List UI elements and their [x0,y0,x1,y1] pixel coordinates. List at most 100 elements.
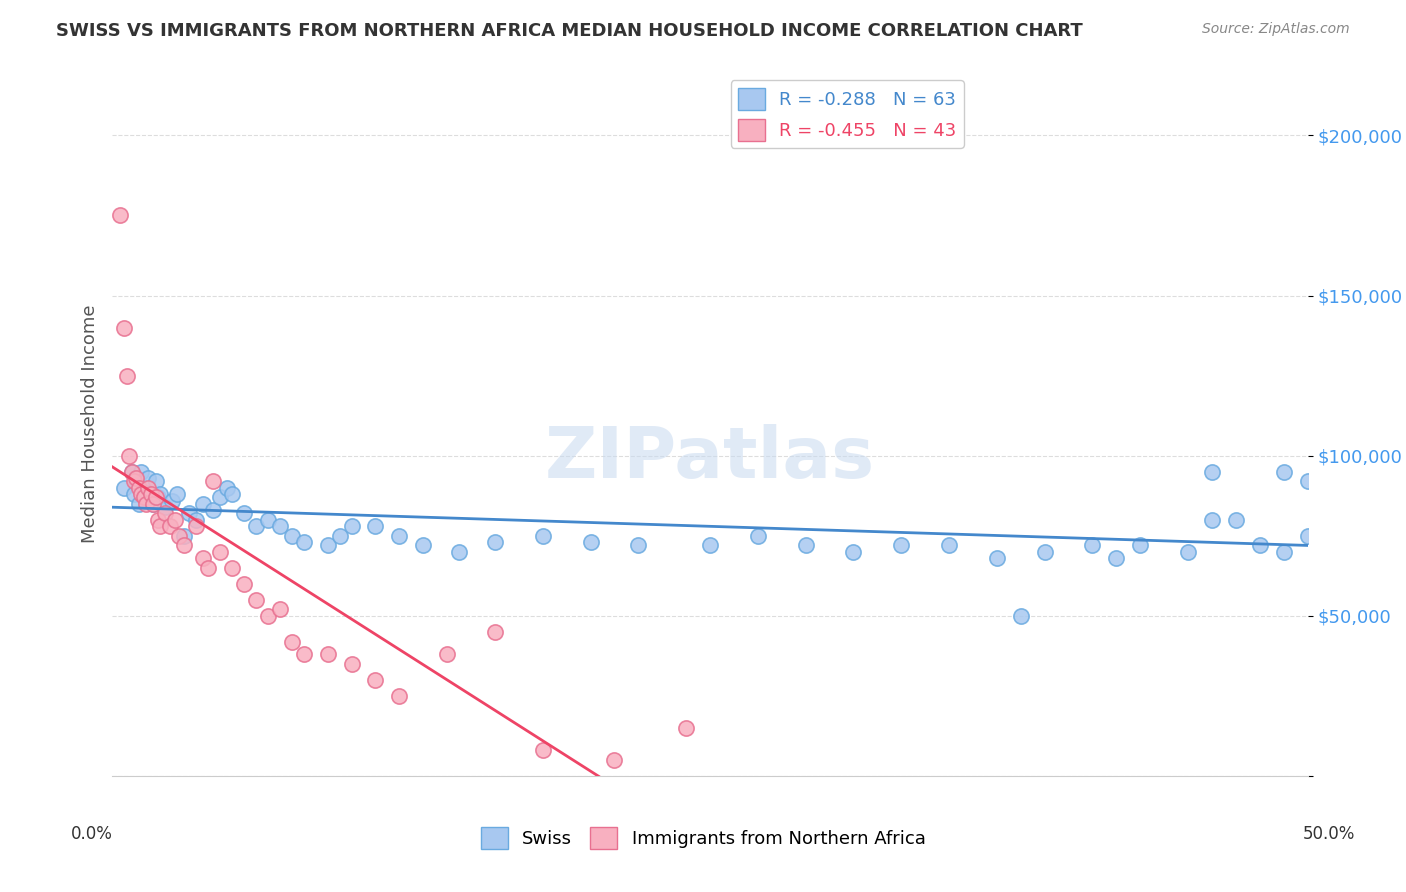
Point [177,507,200,521]
Point [257,513,280,527]
Point [436,648,458,662]
Point [1272,465,1295,479]
Point [173,538,195,552]
Point [340,519,363,533]
Point [292,648,315,662]
Point [579,535,602,549]
Point [316,538,339,552]
Point [108,209,131,223]
Point [257,608,280,623]
Point [531,529,554,543]
Point [125,471,148,485]
Point [699,538,721,552]
Point [364,673,387,687]
Point [842,545,865,559]
Point [1296,529,1319,543]
Legend: Swiss, Immigrants from Northern Africa: Swiss, Immigrants from Northern Africa [474,820,932,856]
Point [986,551,1008,566]
Point [146,491,169,505]
Point [1105,551,1128,566]
Point [162,493,183,508]
Point [329,529,352,543]
Point [135,497,157,511]
Point [197,561,219,575]
Point [388,689,411,703]
Point [1296,475,1319,489]
Point [1201,513,1223,527]
Point [201,503,224,517]
Point [128,497,150,511]
Point [139,487,162,501]
Point [1272,545,1295,559]
Point [233,507,256,521]
Point [209,545,232,559]
Point [149,519,172,533]
Point [114,481,135,495]
Point [1033,545,1056,559]
Point [269,602,291,616]
Point [1249,538,1271,552]
Point [186,513,208,527]
Point [388,529,411,543]
Point [484,624,506,639]
Point [627,538,650,552]
Point [139,487,162,501]
Point [890,538,912,552]
Point [292,535,315,549]
Point [447,545,470,559]
Point [114,320,135,334]
Point [145,491,167,505]
Point [747,529,769,543]
Point [1201,465,1223,479]
Point [484,535,506,549]
Point [115,368,138,383]
Point [122,487,145,501]
Point [340,657,363,671]
Point [1225,513,1247,527]
Point [121,465,143,479]
Point [163,513,186,527]
Point [1010,608,1032,623]
Text: Source: ZipAtlas.com: Source: ZipAtlas.com [1202,22,1350,37]
Point [1177,545,1199,559]
Point [142,497,165,511]
Point [169,529,191,543]
Point [135,491,157,505]
Point [193,551,215,566]
Point [364,519,387,533]
Point [129,465,152,479]
Point [153,507,176,521]
Point [118,449,141,463]
Point [221,561,243,575]
Point [166,487,188,501]
Point [125,475,148,489]
Point [603,753,626,767]
Point [145,475,167,489]
Point [186,519,208,533]
Point [1081,538,1104,552]
Point [173,529,195,543]
Point [217,481,239,495]
Point [128,481,150,495]
Point [245,519,267,533]
Text: ZIPatlas: ZIPatlas [546,425,875,493]
Point [794,538,817,552]
Point [132,491,155,505]
Point [209,491,232,505]
Point [142,497,165,511]
Legend: R = -0.288   N = 63, R = -0.455   N = 43: R = -0.288 N = 63, R = -0.455 N = 43 [731,80,965,148]
Text: 50.0%: 50.0% [1302,825,1355,843]
Point [269,519,291,533]
Point [122,475,145,489]
Point [531,743,554,757]
Text: SWISS VS IMMIGRANTS FROM NORTHERN AFRICA MEDIAN HOUSEHOLD INCOME CORRELATION CHA: SWISS VS IMMIGRANTS FROM NORTHERN AFRICA… [56,22,1083,40]
Point [153,500,176,514]
Text: 0.0%: 0.0% [70,825,112,843]
Point [159,519,181,533]
Point [316,648,339,662]
Point [193,497,215,511]
Point [1129,538,1152,552]
Point [121,465,143,479]
Y-axis label: Median Household Income: Median Household Income [80,304,98,543]
Point [201,475,224,489]
